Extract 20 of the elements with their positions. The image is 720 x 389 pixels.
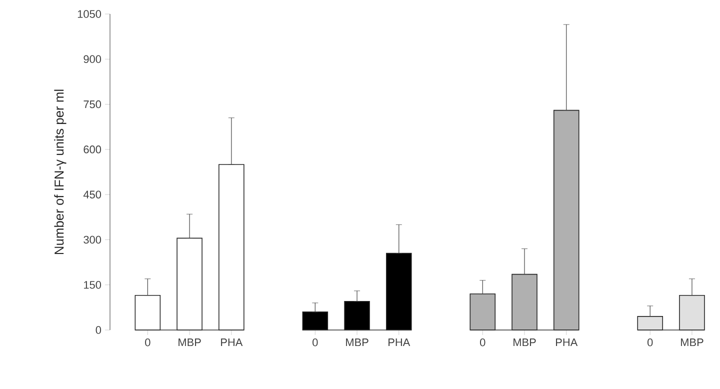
x-tick-label: 0 [145, 338, 150, 346]
y-tick-label: 300 [84, 236, 102, 244]
y-tick-label: 750 [84, 100, 102, 108]
y-axis-title: Number of IFN-γ units per ml [54, 90, 66, 254]
x-tick-label: PHA [388, 338, 410, 346]
x-tick-label: MBP [514, 338, 536, 346]
y-tick-label: 1050 [78, 10, 102, 18]
y-tick-label: 150 [84, 280, 102, 289]
y-tick-label: 600 [84, 146, 102, 154]
x-tick-label: PHA [556, 338, 578, 346]
x-tick-label: PHA [221, 338, 243, 346]
x-tick-label: 0 [480, 338, 486, 346]
x-tick-label: MBP [346, 338, 368, 346]
x-tick-label: 0 [647, 338, 653, 346]
x-tick-label: 0 [312, 338, 318, 346]
y-tick-label: 0 [96, 326, 102, 334]
y-tick-label: 450 [83, 190, 102, 198]
y-tick-label: 900 [84, 55, 102, 64]
x-tick-label: MBP [681, 338, 704, 346]
x-tick-label: MBP [178, 338, 201, 346]
